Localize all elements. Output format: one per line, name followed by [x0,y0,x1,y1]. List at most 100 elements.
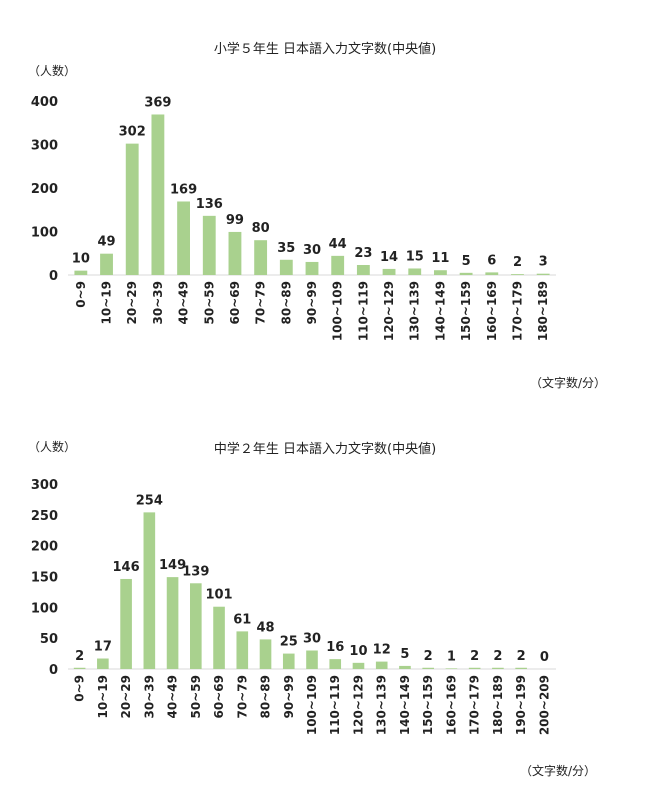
bar [306,650,318,669]
x-tick-label: 50~59 [202,281,216,324]
bar [445,668,458,669]
y-tick-label: 0 [49,269,58,284]
x-tick-label: 170~179 [510,281,524,341]
x-tick-label: 100~109 [331,281,345,341]
data-label: 48 [256,620,274,635]
y-tick-label: 50 [40,632,58,647]
x-tick-label: 170~179 [468,675,482,735]
bar [143,512,156,669]
data-label: 1 [447,649,456,664]
data-label: 101 [205,588,232,603]
bar [459,272,473,275]
data-label: 10 [72,252,90,267]
x-tick-label: 40~49 [177,281,191,324]
data-label: 2 [493,649,502,664]
x-tick-label: 80~89 [259,675,273,718]
data-label: 12 [373,643,391,658]
bar [434,270,447,275]
bar [279,259,293,275]
data-label: 146 [113,560,140,575]
y-tick-label: 300 [31,478,58,493]
bar [536,273,550,275]
x-tick-label: 130~139 [375,675,389,735]
x-tick-label: 140~149 [433,281,447,341]
data-label: 3 [539,255,548,270]
bar [74,270,88,275]
x-tick-label: 150~159 [459,281,473,341]
x-tick-label: 70~79 [254,281,268,324]
x-tick-label: 30~39 [142,675,156,718]
x-axis-unit: （文字数/分） [530,376,607,390]
y-tick-label: 250 [31,509,58,524]
chart-title: 中学２年生 日本語入力文字数(中央値) [213,442,437,457]
data-label: 61 [233,612,251,627]
data-label: 25 [280,635,298,650]
data-label: 0 [540,650,549,665]
y-tick-label: 0 [49,663,58,678]
bar [190,583,202,669]
data-label: 44 [329,237,347,252]
data-label: 136 [196,197,223,212]
x-tick-label: 40~49 [166,675,180,718]
x-tick-label: 60~69 [212,675,226,718]
bar [408,268,422,275]
bar [125,143,139,275]
data-label: 30 [303,243,321,258]
bar-plot: 0100200300400100~94910~1930220~2936930~3… [31,95,556,341]
data-label: 14 [380,250,398,265]
x-tick-label: 60~69 [228,281,242,324]
x-tick-label: 50~59 [189,675,203,718]
bar [282,653,295,669]
y-tick-label: 100 [31,226,58,241]
bar [166,577,179,669]
bar [177,201,190,275]
bar [375,661,388,669]
data-label: 99 [226,213,244,228]
y-tick-label: 100 [31,601,58,616]
data-label: 5 [400,647,409,662]
x-tick-label: 10~19 [96,675,110,718]
bar [305,261,319,275]
x-tick-label: 100~109 [305,675,319,735]
data-label: 80 [252,221,270,236]
data-label: 30 [303,632,321,647]
bar [120,578,132,669]
data-label: 302 [119,125,146,140]
y-axis-unit: （人数） [28,440,77,454]
x-tick-label: 20~29 [125,281,139,324]
bar [485,272,499,275]
data-label: 149 [159,558,186,573]
x-tick-label: 110~119 [328,675,342,735]
x-tick-label: 0~9 [74,281,88,308]
x-tick-label: 20~29 [119,675,133,718]
bar [236,631,249,669]
bar [422,667,434,669]
x-tick-label: 120~129 [351,675,365,735]
x-tick-label: 140~149 [398,675,412,735]
x-tick-label: 150~159 [421,675,435,735]
y-axis-unit: （人数） [28,64,77,78]
y-tick-label: 400 [31,95,58,110]
bar [73,667,86,669]
bar [259,639,272,669]
x-tick-label: 10~19 [100,281,114,324]
bar [352,662,365,669]
x-axis-unit: （文字数/分） [520,764,597,778]
bar [100,253,113,275]
x-tick-label: 90~99 [305,281,319,324]
data-label: 2 [470,649,479,664]
bar [492,667,504,669]
bar [228,231,242,275]
data-label: 2 [517,649,526,664]
x-tick-label: 70~79 [235,675,249,718]
x-tick-label: 120~129 [382,281,396,341]
bar [468,667,481,669]
x-tick-label: 160~169 [444,675,458,735]
x-tick-label: 200~209 [537,675,551,735]
chart-elementary-5th: 小学５年生 日本語入力文字数(中央値) （人数） （文字数/分） 0 100 200… [28,42,607,390]
bar-plot: 05010015020025030020~91710~1914620~29254… [31,478,556,735]
x-tick-label: 180~189 [491,675,505,735]
chart-title: 小学５年生 日本語入力文字数(中央値) [213,42,437,57]
data-label: 369 [144,95,171,110]
data-label: 35 [277,241,295,256]
